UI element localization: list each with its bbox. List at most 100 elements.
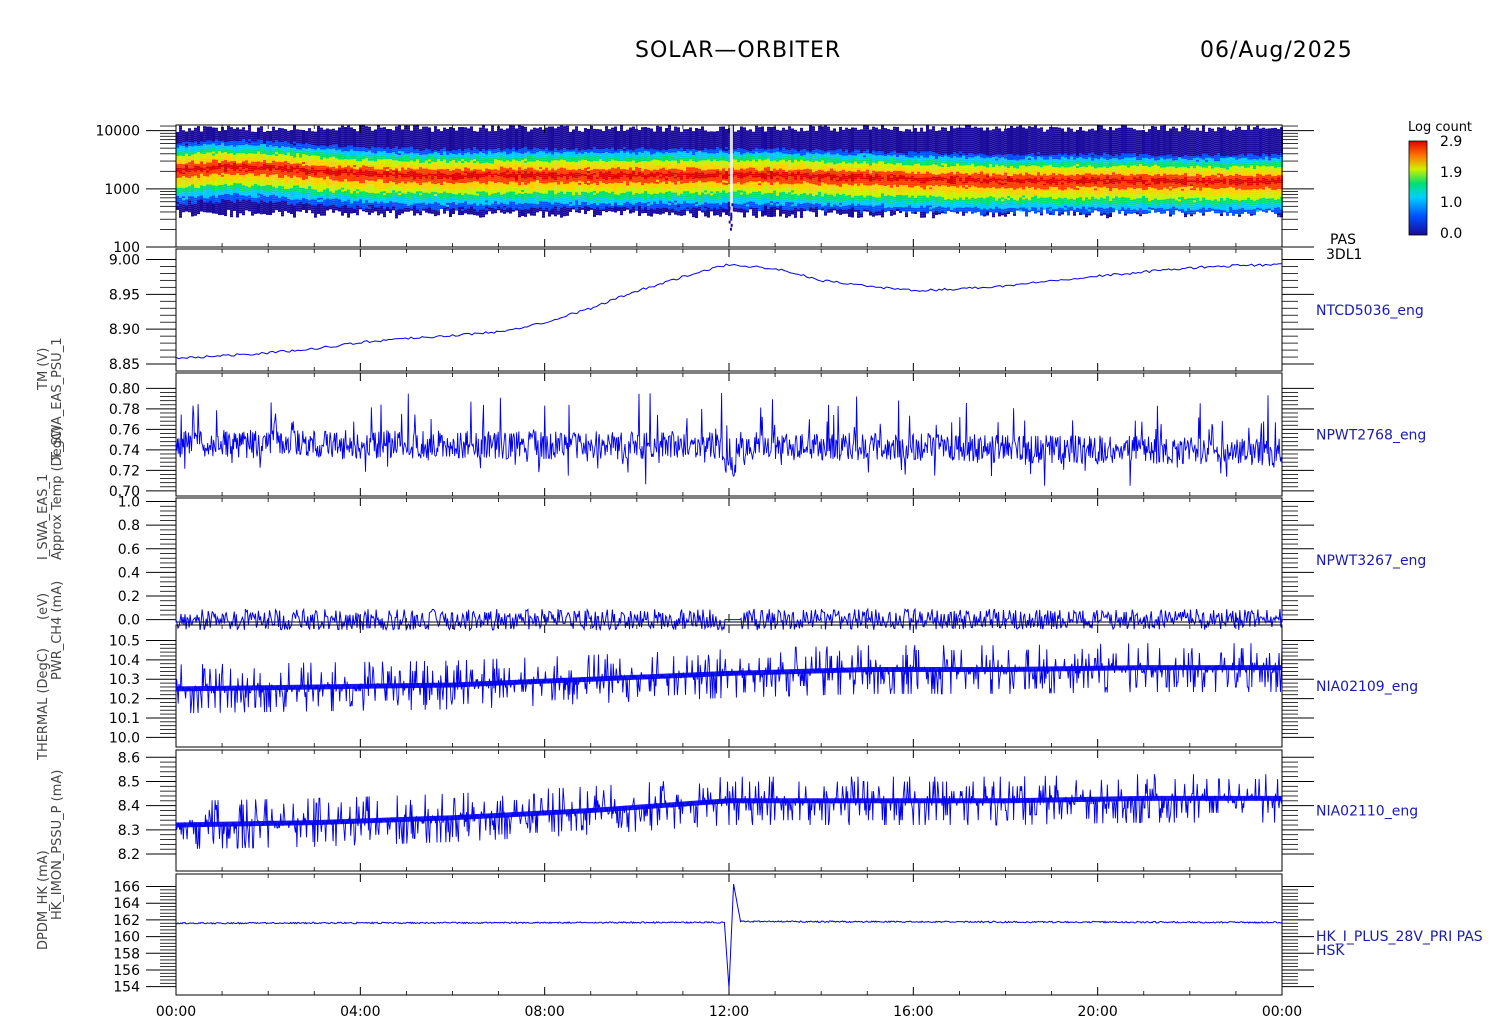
heatmap-cell bbox=[278, 161, 281, 164]
heatmap-cell bbox=[455, 144, 458, 147]
heatmap-cell bbox=[383, 205, 386, 208]
heatmap-cell bbox=[284, 169, 287, 172]
heatmap-cell bbox=[296, 209, 299, 212]
heatmap-cell bbox=[395, 162, 398, 165]
heatmap-cell bbox=[260, 206, 263, 209]
heatmap-cell bbox=[425, 134, 428, 137]
heatmap-cell bbox=[371, 164, 374, 167]
heatmap-cell bbox=[425, 148, 428, 151]
heatmap-cell bbox=[293, 161, 296, 164]
heatmap-cell bbox=[416, 199, 419, 202]
heatmap-cell bbox=[401, 139, 404, 142]
heatmap-cell bbox=[395, 158, 398, 161]
heatmap-cell bbox=[296, 163, 299, 166]
heatmap-cell bbox=[278, 181, 281, 184]
heatmap-cell bbox=[281, 204, 284, 207]
heatmap-cell bbox=[260, 154, 263, 157]
heatmap-cell bbox=[296, 205, 299, 208]
heatmap-cell bbox=[365, 194, 368, 197]
heatmap-cell bbox=[224, 142, 227, 145]
heatmap-cell bbox=[368, 130, 371, 133]
heatmap-cell bbox=[485, 202, 488, 205]
heatmap-cell bbox=[518, 213, 521, 216]
heatmap-cell bbox=[317, 191, 320, 194]
heatmap-cell bbox=[332, 134, 335, 137]
heatmap-cell bbox=[197, 144, 200, 147]
heatmap-cell bbox=[509, 161, 512, 164]
heatmap-cell bbox=[344, 183, 347, 186]
heatmap-cell bbox=[200, 179, 203, 182]
heatmap-cell bbox=[347, 169, 350, 172]
heatmap-cell bbox=[368, 206, 371, 209]
heatmap-cell bbox=[443, 139, 446, 142]
heatmap-cell bbox=[269, 153, 272, 156]
heatmap-cell bbox=[434, 160, 437, 163]
heatmap-cell bbox=[482, 139, 485, 142]
heatmap-cell bbox=[359, 163, 362, 166]
heatmap-cell bbox=[329, 143, 332, 146]
heatmap-cell bbox=[374, 157, 377, 160]
heatmap-cell bbox=[218, 161, 221, 164]
heatmap-cell bbox=[380, 171, 383, 174]
heatmap-cell bbox=[245, 140, 248, 143]
heatmap-cell bbox=[209, 198, 212, 201]
heatmap-cell bbox=[218, 179, 221, 182]
heatmap-cell bbox=[407, 163, 410, 166]
heatmap-cell bbox=[341, 131, 344, 134]
heatmap-cell bbox=[356, 163, 359, 166]
heatmap-cell bbox=[392, 172, 395, 175]
heatmap-cell bbox=[359, 145, 362, 148]
heatmap-cell bbox=[431, 171, 434, 174]
heatmap-cell bbox=[281, 152, 284, 155]
heatmap-cell bbox=[185, 169, 188, 172]
heatmap-cell bbox=[497, 178, 500, 181]
heatmap-cell bbox=[398, 125, 401, 128]
heatmap-cell bbox=[227, 201, 230, 204]
heatmap-cell bbox=[509, 159, 512, 162]
heatmap-cell bbox=[302, 154, 305, 157]
heatmap-cell bbox=[458, 157, 461, 160]
heatmap-cell bbox=[194, 169, 197, 172]
heatmap-cell bbox=[338, 205, 341, 208]
heatmap-cell bbox=[263, 203, 266, 206]
heatmap-cell bbox=[338, 199, 341, 202]
heatmap-cell bbox=[236, 179, 239, 182]
heatmap-cell bbox=[398, 151, 401, 154]
heatmap-cell bbox=[497, 156, 500, 159]
heatmap-cell bbox=[365, 138, 368, 141]
heatmap-cell bbox=[476, 153, 479, 156]
heatmap-cell bbox=[458, 179, 461, 182]
heatmap-cell bbox=[479, 147, 482, 150]
heatmap-cell bbox=[443, 143, 446, 146]
heatmap-cell bbox=[179, 147, 182, 150]
heatmap-cell bbox=[281, 132, 284, 135]
heatmap-cell bbox=[290, 196, 293, 199]
heatmap-cell bbox=[512, 185, 515, 188]
heatmap-cell bbox=[470, 190, 473, 193]
heatmap-cell bbox=[401, 149, 404, 152]
heatmap-cell bbox=[329, 149, 332, 152]
heatmap-cell bbox=[266, 170, 269, 173]
heatmap-cell bbox=[413, 163, 416, 166]
heatmap-cell bbox=[503, 129, 506, 132]
heatmap-cell bbox=[239, 181, 242, 184]
heatmap-cell bbox=[389, 195, 392, 198]
heatmap-cell bbox=[497, 168, 500, 171]
heatmap-cell bbox=[272, 180, 275, 183]
heatmap-cell bbox=[404, 153, 407, 156]
heatmap-cell bbox=[383, 131, 386, 134]
heatmap-cell bbox=[242, 209, 245, 212]
heatmap-cell bbox=[371, 198, 374, 201]
heatmap-cell bbox=[398, 173, 401, 176]
heatmap-cell bbox=[269, 147, 272, 150]
heatmap-cell bbox=[323, 189, 326, 192]
heatmap-cell bbox=[413, 177, 416, 180]
heatmap-cell bbox=[512, 157, 515, 160]
heatmap-cell bbox=[380, 127, 383, 130]
heatmap-cell bbox=[272, 178, 275, 181]
heatmap-cell bbox=[248, 141, 251, 144]
heatmap-cell bbox=[416, 195, 419, 198]
heatmap-cell bbox=[224, 144, 227, 147]
heatmap-cell bbox=[356, 187, 359, 190]
heatmap-cell bbox=[383, 199, 386, 202]
